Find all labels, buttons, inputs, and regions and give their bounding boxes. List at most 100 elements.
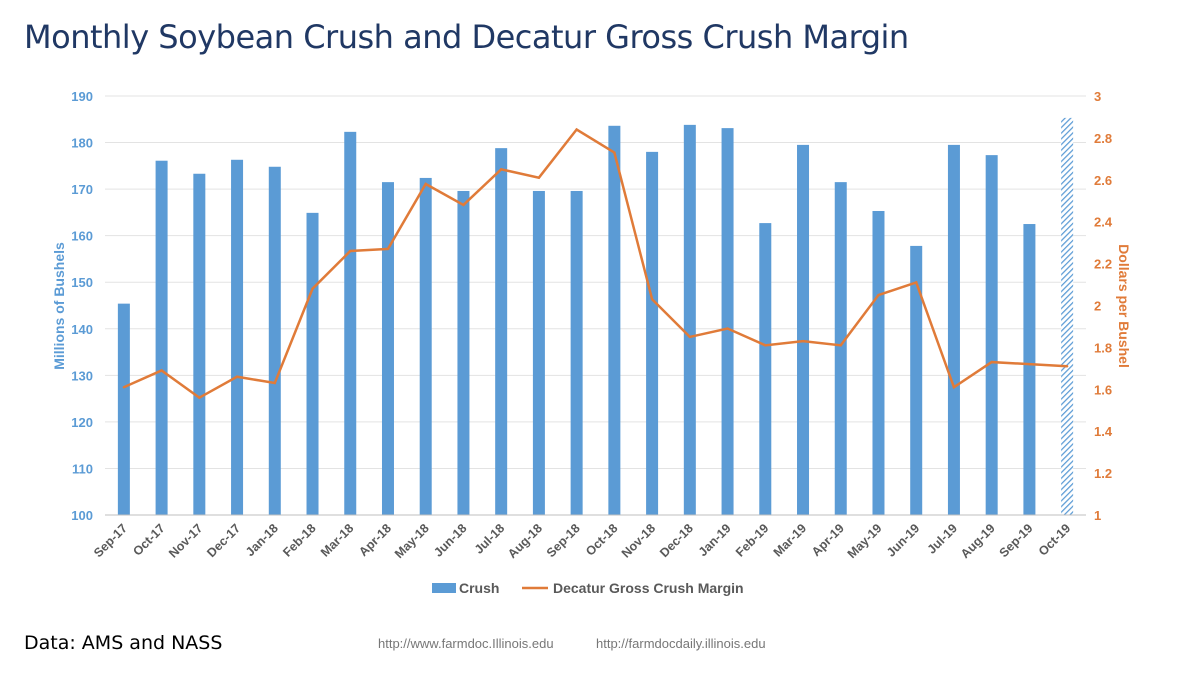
x-tick-label: Apr-19 xyxy=(809,521,847,559)
y2-tick-label: 2.2 xyxy=(1094,257,1112,272)
y-tick-label: 170 xyxy=(71,182,93,197)
y-axis-title: Millions of Bushels xyxy=(51,242,67,370)
crush-bar xyxy=(646,151,659,515)
crush-bar xyxy=(834,182,847,515)
x-tick-label: Oct-19 xyxy=(1036,521,1073,558)
farmdocdaily-url[interactable]: http://farmdocdaily.illinois.edu xyxy=(596,636,766,651)
margin-point xyxy=(1065,365,1069,368)
y2-tick-label: 1.2 xyxy=(1094,466,1112,481)
margin-point xyxy=(650,298,654,301)
margin-point xyxy=(311,287,314,290)
x-tick-label: Apr-18 xyxy=(356,521,394,559)
x-tick-label: Feb-19 xyxy=(733,521,771,559)
margin-point xyxy=(688,335,692,339)
crush-bar xyxy=(872,210,885,515)
x-tick-label: Jul-19 xyxy=(925,521,960,556)
margin-point xyxy=(801,339,805,343)
legend-margin-label: Decatur Gross Crush Margin xyxy=(553,580,744,596)
x-tick-label: Oct-17 xyxy=(130,521,167,558)
margin-point xyxy=(386,247,390,251)
y-tick-label: 160 xyxy=(71,229,93,244)
y2-tick-label: 3 xyxy=(1094,89,1101,104)
x-tick-label: Dec-18 xyxy=(657,521,696,560)
crush-bar xyxy=(495,148,508,516)
crush-bar xyxy=(117,303,130,515)
margin-point xyxy=(613,151,616,154)
margin-point xyxy=(990,360,993,364)
y2-tick-label: 1.6 xyxy=(1094,382,1112,397)
x-tick-label: Jul-18 xyxy=(472,521,507,556)
y2-tick-label: 2.8 xyxy=(1094,131,1112,146)
margin-point xyxy=(273,381,276,385)
crush-bar xyxy=(797,144,810,515)
margin-point xyxy=(764,344,767,347)
margin-point xyxy=(915,281,918,284)
crush-bar xyxy=(947,144,960,515)
margin-point xyxy=(462,203,465,207)
crush-bar xyxy=(570,190,583,515)
x-tick-label: May-19 xyxy=(845,521,885,561)
margin-point xyxy=(235,375,239,378)
margin-point xyxy=(1028,362,1031,366)
margin-point xyxy=(537,176,541,179)
data-source: Data: AMS and NASS xyxy=(24,632,223,654)
x-tick-label: Jan-18 xyxy=(243,521,281,559)
crush-bar xyxy=(1023,224,1036,515)
crush-bar xyxy=(721,128,734,515)
crush-bar xyxy=(985,155,998,515)
legend-crush-swatch xyxy=(432,583,456,593)
y-tick-label: 130 xyxy=(71,368,93,383)
margin-point xyxy=(424,182,427,186)
crush-bar xyxy=(683,124,696,515)
legend-crush-label: Crush xyxy=(459,580,499,596)
y-tick-label: 120 xyxy=(71,415,93,430)
x-tick-label: Sep-19 xyxy=(997,521,1036,560)
x-tick-label: Aug-18 xyxy=(505,521,545,561)
crush-bar xyxy=(155,160,168,515)
crush-bar xyxy=(193,173,206,515)
x-tick-label: May-18 xyxy=(392,521,432,561)
margin-point xyxy=(160,369,163,372)
x-tick-label: Nov-18 xyxy=(619,521,658,560)
margin-point xyxy=(952,386,956,389)
margin-point xyxy=(575,128,578,131)
x-tick-label: Jan-19 xyxy=(696,521,734,559)
farmdoc-url[interactable]: http://www.farmdoc.Illinois.edu xyxy=(378,636,554,651)
crush-bar xyxy=(306,212,319,516)
crush-bar xyxy=(759,223,772,515)
x-tick-label: Oct-18 xyxy=(583,521,620,558)
margin-point xyxy=(499,168,503,171)
chart: 100 110 120 130 140 150 160 170 180 190 1 1.2 1.4 1.6… xyxy=(51,89,1132,596)
y2-tick-label: 2.6 xyxy=(1094,173,1112,188)
x-tick-label: Jun-18 xyxy=(431,521,469,559)
y2-tick-label: 2.4 xyxy=(1094,215,1113,230)
chart-title: Monthly Soybean Crush and Decatur Gross … xyxy=(24,18,909,56)
margin-point xyxy=(122,386,126,389)
crush-bar xyxy=(419,177,432,515)
x-tick-label: Nov-17 xyxy=(166,521,205,560)
crush-bar xyxy=(532,190,545,515)
x-tick-label: Sep-18 xyxy=(544,521,583,560)
x-tick-label: Aug-19 xyxy=(958,521,998,561)
crush-bar xyxy=(910,245,923,516)
x-tick-label: Dec-17 xyxy=(204,521,243,560)
y-tick-label: 180 xyxy=(71,136,93,151)
crush-bar xyxy=(381,182,394,515)
y-tick-label: 110 xyxy=(72,461,93,476)
crush-bar xyxy=(231,159,244,515)
crush-bar xyxy=(608,125,621,515)
y2-tick-label: 1.4 xyxy=(1094,424,1113,439)
margin-point xyxy=(726,327,729,330)
margin-point xyxy=(198,396,201,399)
y2-tick-label: 1 xyxy=(1094,508,1101,523)
y2-axis-title: Dollars per Bushel xyxy=(1116,244,1132,368)
crush-bar xyxy=(268,166,281,515)
x-tick-label: Feb-18 xyxy=(280,521,318,559)
crush-bar xyxy=(457,190,470,515)
margin-point xyxy=(877,293,880,297)
margin-point xyxy=(839,344,842,347)
x-tick-label: Mar-18 xyxy=(318,521,356,559)
x-tick-label: Mar-19 xyxy=(771,521,809,559)
crush-bar-hatched xyxy=(1061,117,1074,516)
y-tick-label: 150 xyxy=(71,275,93,290)
